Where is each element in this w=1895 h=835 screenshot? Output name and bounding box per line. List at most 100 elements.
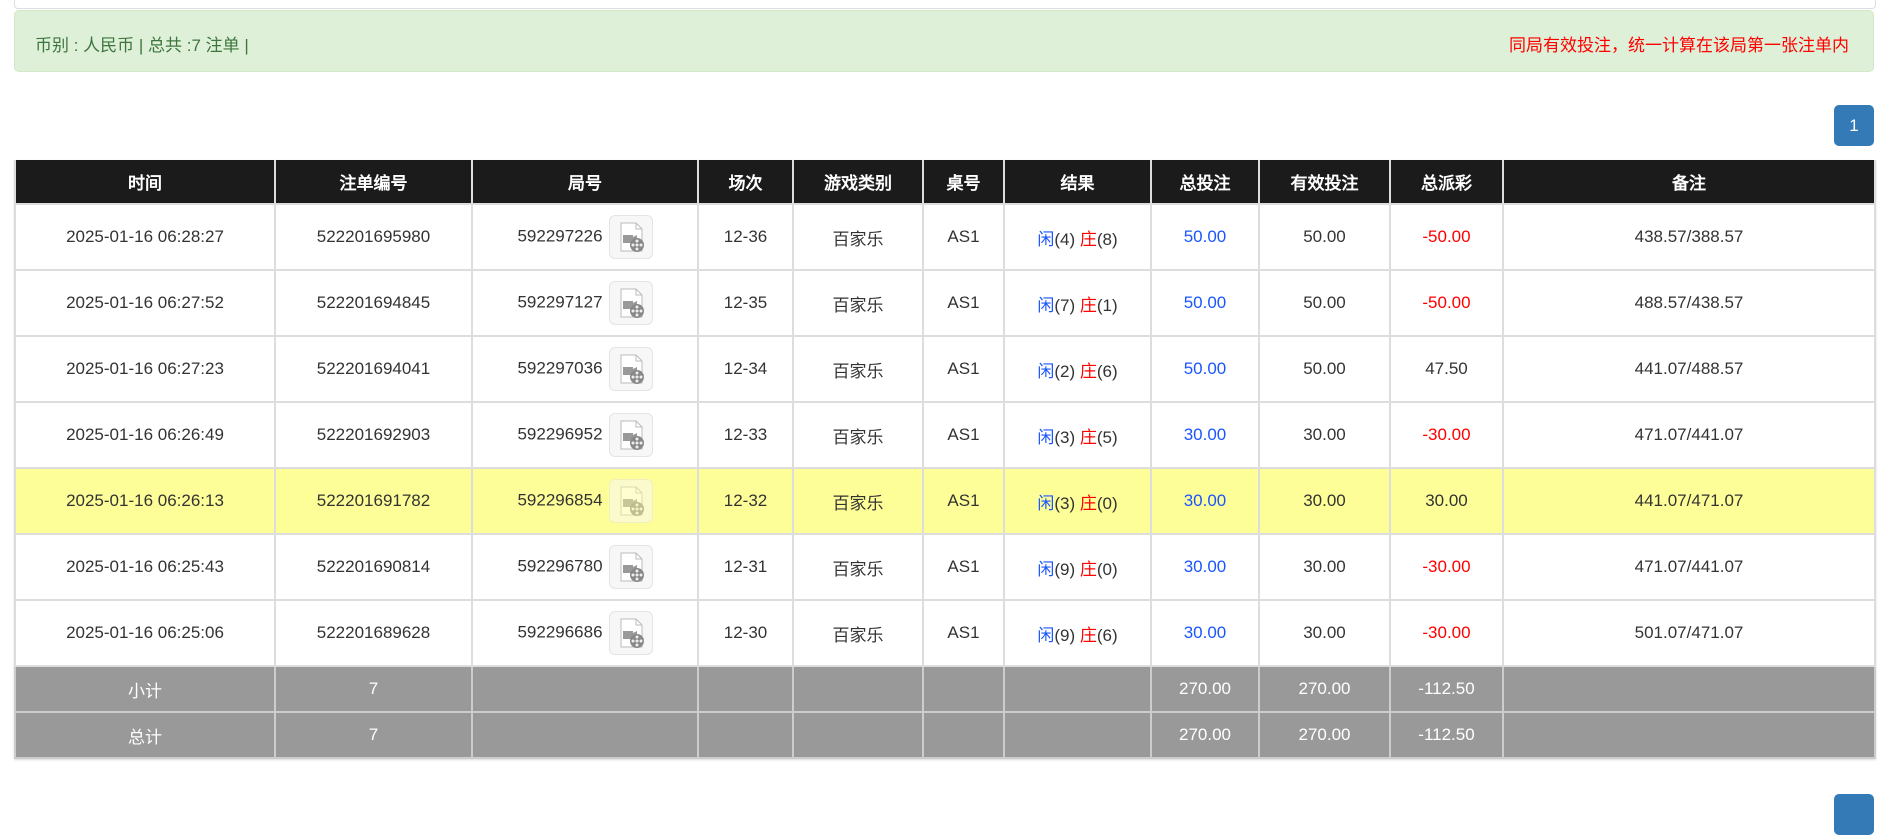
video-file-icon[interactable] — [608, 479, 653, 523]
game-type-cell: 百家乐 — [792, 533, 924, 601]
valid-bet-cell-value: 50.00 — [1303, 359, 1346, 378]
round-id: 592297226 — [517, 226, 603, 246]
player-score: (7) — [1054, 295, 1076, 315]
round-id-cell: 592296686 — [471, 599, 699, 667]
player-score: (9) — [1054, 625, 1076, 645]
column-header: 总派彩 — [1389, 160, 1504, 205]
table-row: 2025-01-16 06:27:52 522201694845 592297127… — [14, 269, 1876, 337]
banker-label: 庄 — [1079, 625, 1097, 645]
banker-score: (6) — [1096, 625, 1118, 645]
summary-valid-bet: 270.00 — [1258, 665, 1391, 713]
game-type-cell-value: 百家乐 — [832, 295, 884, 315]
video-file-icon[interactable] — [608, 347, 653, 391]
column-header: 桌号 — [922, 160, 1005, 205]
total-bet-cell: 50.00 — [1150, 335, 1260, 403]
banker-score: (5) — [1096, 427, 1118, 447]
table-cell: AS1 — [922, 203, 1005, 271]
shoe-cell-value: 12-30 — [723, 623, 768, 642]
note-cell-value: 438.57/388.57 — [1634, 227, 1744, 246]
column-header: 有效投注 — [1258, 160, 1391, 205]
payout-cell-value: 30.00 — [1425, 491, 1468, 510]
empty-cell — [471, 665, 699, 713]
time-cell: 2025-01-16 06:26:49 — [14, 401, 276, 469]
valid-bet-cell-value: 30.00 — [1303, 623, 1346, 642]
result-cell: 闲(2) 庄(6) — [1003, 335, 1152, 403]
payout-cell-value: -50.00 — [1422, 227, 1471, 246]
table-cell: AS1 — [922, 467, 1005, 535]
note-cell-value: 471.07/441.07 — [1634, 425, 1744, 444]
total-bet-cell-value: 30.00 — [1183, 425, 1227, 444]
shoe-cell-value: 12-31 — [723, 557, 768, 576]
note-cell: 441.07/488.57 — [1502, 335, 1876, 403]
round-id: 592296952 — [517, 424, 603, 444]
shoe-cell: 12-34 — [697, 335, 794, 403]
bet-id-cell: 522201695980 — [274, 203, 473, 271]
round-id-cell: 592296780 — [471, 533, 699, 601]
time-cell: 2025-01-16 06:26:13 — [14, 467, 276, 535]
empty-cell — [1502, 711, 1876, 759]
time-cell: 2025-01-16 06:25:06 — [14, 599, 276, 667]
game-type-cell-value: 百家乐 — [832, 559, 884, 579]
payout-cell-value: -30.00 — [1422, 557, 1471, 576]
bet-id-cell-value: 522201694041 — [316, 359, 431, 378]
round-id-cell: 592296854 — [471, 467, 699, 535]
time-cell-value: 2025-01-16 06:27:52 — [66, 293, 224, 312]
bet-id-cell-value: 522201695980 — [316, 227, 431, 246]
game-type-cell: 百家乐 — [792, 335, 924, 403]
pagination-bottom[interactable] — [1834, 794, 1874, 835]
round-id-cell: 592297226 — [471, 203, 699, 271]
payout-cell: 47.50 — [1389, 335, 1504, 403]
video-file-icon[interactable] — [608, 413, 653, 457]
column-header: 注单编号 — [274, 160, 473, 205]
banker-score: (1) — [1096, 295, 1118, 315]
bet-id-cell-value: 522201690814 — [316, 557, 431, 576]
empty-cell — [1502, 665, 1876, 713]
note-cell-value: 441.07/471.07 — [1634, 491, 1744, 510]
total-bet-cell-value: 30.00 — [1183, 491, 1227, 510]
game-type-cell-value: 百家乐 — [832, 361, 884, 381]
game-type-cell: 百家乐 — [792, 467, 924, 535]
time-cell: 2025-01-16 06:27:23 — [14, 335, 276, 403]
game-type-cell: 百家乐 — [792, 599, 924, 667]
table-row: 2025-01-16 06:25:06 522201689628 592296686… — [14, 599, 1876, 667]
player-label: 闲 — [1037, 295, 1055, 315]
video-file-icon[interactable] — [608, 545, 653, 589]
note-cell: 471.07/441.07 — [1502, 533, 1876, 601]
video-file-icon[interactable] — [608, 281, 653, 325]
banker-label: 庄 — [1079, 427, 1097, 447]
empty-cell — [792, 711, 924, 759]
game-type-cell-value: 百家乐 — [832, 229, 884, 249]
round-id: 592296780 — [517, 556, 603, 576]
empty-cell — [697, 665, 794, 713]
valid-bet-cell: 30.00 — [1258, 467, 1391, 535]
note-cell: 441.07/471.07 — [1502, 467, 1876, 535]
table-cell-value: AS1 — [947, 491, 980, 510]
player-label: 闲 — [1037, 493, 1055, 513]
total-bet-cell: 50.00 — [1150, 203, 1260, 271]
payout-cell: -30.00 — [1389, 401, 1504, 469]
empty-cell — [922, 665, 1005, 713]
summary-row: 总计 7 270.00 270.00 -112.50 — [14, 711, 1876, 759]
game-type-cell-value: 百家乐 — [832, 493, 884, 513]
pagination-page-1[interactable]: 1 — [1834, 105, 1874, 146]
note-cell-value: 471.07/441.07 — [1634, 557, 1744, 576]
shoe-cell-value: 12-33 — [723, 425, 768, 444]
result-cell: 闲(9) 庄(6) — [1003, 599, 1152, 667]
time-cell-value: 2025-01-16 06:27:23 — [66, 359, 224, 378]
video-file-icon[interactable] — [608, 611, 653, 655]
column-header: 场次 — [697, 160, 794, 205]
round-id: 592296854 — [517, 490, 603, 510]
bet-id-cell-value: 522201689628 — [316, 623, 431, 642]
round-id: 592297036 — [517, 358, 603, 378]
valid-bet-cell-value: 30.00 — [1303, 425, 1346, 444]
player-score: (9) — [1054, 559, 1076, 579]
video-file-icon[interactable] — [608, 215, 653, 259]
note-cell: 501.07/471.07 — [1502, 599, 1876, 667]
shoe-cell: 12-32 — [697, 467, 794, 535]
player-score: (2) — [1054, 361, 1076, 381]
table-cell-value: AS1 — [947, 425, 980, 444]
column-header: 备注 — [1502, 160, 1876, 205]
round-id: 592297127 — [517, 292, 603, 312]
game-type-cell-value: 百家乐 — [832, 625, 884, 645]
table-row: 2025-01-16 06:26:49 522201692903 592296952… — [14, 401, 1876, 469]
